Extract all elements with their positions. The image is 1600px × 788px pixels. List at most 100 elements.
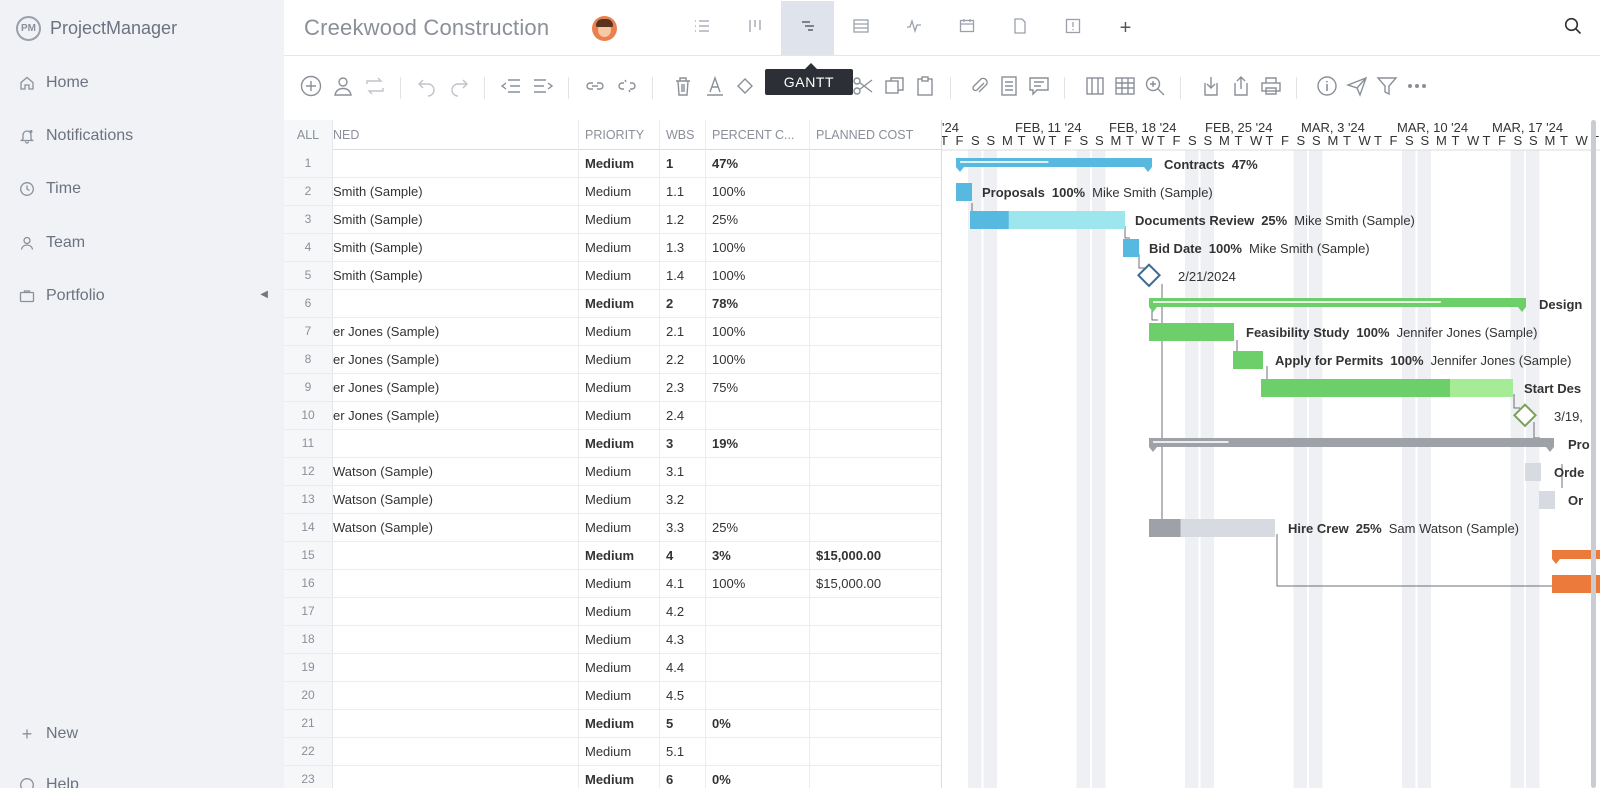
- percent-cell[interactable]: [705, 682, 809, 709]
- priority-cell[interactable]: Medium: [578, 682, 659, 709]
- priority-cell[interactable]: Medium: [578, 570, 659, 597]
- milestone-marker[interactable]: [1512, 403, 1538, 428]
- priority-cell[interactable]: Medium: [578, 626, 659, 653]
- grid-button[interactable]: [1112, 75, 1138, 101]
- cost-cell[interactable]: [809, 514, 941, 541]
- cost-cell[interactable]: [809, 486, 941, 513]
- assigned-cell[interactable]: Smith (Sample): [333, 184, 423, 199]
- wbs-cell[interactable]: 4.3: [659, 626, 705, 653]
- wbs-cell[interactable]: 3.2: [659, 486, 705, 513]
- assigned-cell[interactable]: er Jones (Sample): [333, 352, 440, 367]
- wbs-cell[interactable]: 2.3: [659, 374, 705, 401]
- priority-cell[interactable]: Medium: [578, 458, 659, 485]
- assign-user-button[interactable]: [330, 75, 356, 101]
- task-bar[interactable]: [1123, 239, 1139, 257]
- percent-cell[interactable]: 47%: [705, 150, 809, 177]
- table-row[interactable]: 11 Medium 3 19%: [284, 430, 941, 458]
- priority-cell[interactable]: Medium: [578, 290, 659, 317]
- wbs-cell[interactable]: 3.1: [659, 458, 705, 485]
- gantt-canvas[interactable]: '24 FEB, 11 '24 FEB, 18 '24 FEB, 25 '24 MAR,…: [942, 120, 1600, 788]
- cost-cell[interactable]: [809, 178, 941, 205]
- priority-cell[interactable]: Medium: [578, 374, 659, 401]
- wbs-cell[interactable]: 1.2: [659, 206, 705, 233]
- task-bar[interactable]: [1149, 323, 1234, 341]
- assigned-cell[interactable]: [333, 542, 578, 569]
- assigned-cell[interactable]: [333, 430, 578, 457]
- send-button[interactable]: [1344, 75, 1370, 101]
- cost-cell[interactable]: [809, 766, 941, 788]
- sidebar-item-team[interactable]: Team: [18, 230, 268, 256]
- percent-cell[interactable]: 0%: [705, 710, 809, 737]
- assigned-cell[interactable]: [333, 150, 578, 177]
- priority-cell[interactable]: Medium: [578, 654, 659, 681]
- avatar[interactable]: [592, 16, 617, 41]
- cost-cell[interactable]: [809, 262, 941, 289]
- priority-cell[interactable]: Medium: [578, 234, 659, 261]
- cost-cell[interactable]: [809, 290, 941, 317]
- table-row[interactable]: 21 Medium 5 0%: [284, 710, 941, 738]
- table-row[interactable]: 16 Medium 4.1 100% $15,000.00: [284, 570, 941, 598]
- percent-cell[interactable]: 3%: [705, 542, 809, 569]
- collapse-caret-icon[interactable]: ◀: [260, 289, 268, 300]
- assigned-cell[interactable]: Smith (Sample): [333, 240, 423, 255]
- add-task-button[interactable]: [298, 75, 324, 101]
- tab-files-view[interactable]: [993, 1, 1046, 55]
- table-row[interactable]: 15 Medium 4 3% $15,000.00: [284, 542, 941, 570]
- assigned-cell[interactable]: Smith (Sample): [333, 268, 423, 283]
- wbs-cell[interactable]: 1.1: [659, 178, 705, 205]
- table-row[interactable]: 4 Smith (Sample) Medium 1.3 100%: [284, 234, 941, 262]
- task-bar[interactable]: [1539, 491, 1555, 509]
- cost-cell[interactable]: [809, 206, 941, 233]
- cost-cell[interactable]: [809, 654, 941, 681]
- cost-cell[interactable]: [809, 430, 941, 457]
- wbs-cell[interactable]: 6: [659, 766, 705, 788]
- wbs-cell[interactable]: 3: [659, 430, 705, 457]
- search-button[interactable]: [1564, 17, 1582, 40]
- table-row[interactable]: 14 Watson (Sample) Medium 3.3 25%: [284, 514, 941, 542]
- task-bar[interactable]: [1552, 575, 1600, 593]
- percent-cell[interactable]: 100%: [705, 570, 809, 597]
- table-row[interactable]: 1 Medium 1 47%: [284, 150, 941, 178]
- table-row[interactable]: 9 er Jones (Sample) Medium 2.3 75%: [284, 374, 941, 402]
- summary-bar[interactable]: [1149, 438, 1554, 447]
- attach-button[interactable]: [966, 75, 992, 101]
- cost-cell[interactable]: [809, 458, 941, 485]
- priority-cell[interactable]: Medium: [578, 318, 659, 345]
- assigned-cell[interactable]: [333, 682, 578, 709]
- wbs-cell[interactable]: 4.5: [659, 682, 705, 709]
- table-row[interactable]: 18 Medium 4.3: [284, 626, 941, 654]
- priority-cell[interactable]: Medium: [578, 206, 659, 233]
- assigned-header[interactable]: NED: [333, 128, 360, 142]
- percent-cell[interactable]: 78%: [705, 290, 809, 317]
- assigned-cell[interactable]: Watson (Sample): [333, 464, 433, 479]
- table-row[interactable]: 17 Medium 4.2: [284, 598, 941, 626]
- task-bar[interactable]: [1525, 463, 1541, 481]
- recurring-button[interactable]: [362, 75, 388, 101]
- percent-cell[interactable]: 100%: [705, 318, 809, 345]
- assigned-cell[interactable]: [333, 598, 578, 625]
- priority-cell[interactable]: Medium: [578, 402, 659, 429]
- sidebar-new-button[interactable]: + New: [18, 721, 268, 747]
- wbs-cell[interactable]: 4.2: [659, 598, 705, 625]
- cost-cell[interactable]: [809, 150, 941, 177]
- assigned-cell[interactable]: [333, 654, 578, 681]
- cost-cell[interactable]: [809, 710, 941, 737]
- percent-cell[interactable]: [705, 654, 809, 681]
- percent-cell[interactable]: [705, 598, 809, 625]
- wbs-cell[interactable]: 4.1: [659, 570, 705, 597]
- assigned-cell[interactable]: [333, 766, 578, 788]
- assigned-cell[interactable]: er Jones (Sample): [333, 380, 440, 395]
- assigned-cell[interactable]: Watson (Sample): [333, 520, 433, 535]
- cost-cell[interactable]: [809, 626, 941, 653]
- table-row[interactable]: 12 Watson (Sample) Medium 3.1: [284, 458, 941, 486]
- priority-cell[interactable]: Medium: [578, 514, 659, 541]
- comment-button[interactable]: [1026, 75, 1052, 101]
- cost-cell[interactable]: [809, 598, 941, 625]
- wbs-cell[interactable]: 2.2: [659, 346, 705, 373]
- cost-cell[interactable]: $15,000.00: [809, 570, 941, 597]
- wbs-cell[interactable]: 4: [659, 542, 705, 569]
- percent-cell[interactable]: 100%: [705, 178, 809, 205]
- indent-button[interactable]: [530, 75, 556, 101]
- sidebar-item-time[interactable]: Time: [18, 176, 268, 202]
- task-bar[interactable]: [1233, 351, 1263, 369]
